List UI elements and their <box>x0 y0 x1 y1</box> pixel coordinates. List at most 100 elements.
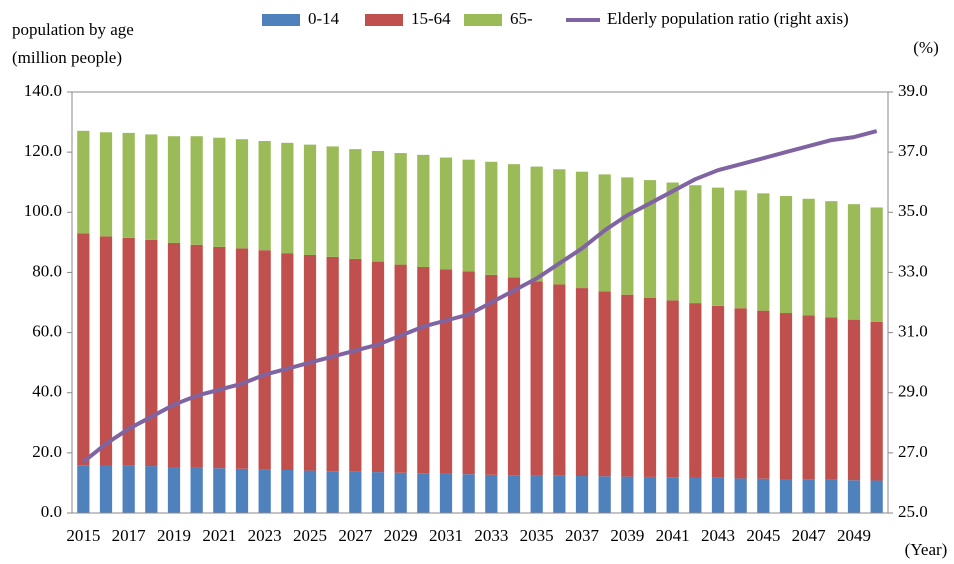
bar <box>553 475 566 513</box>
x-tick-label: 2023 <box>248 526 282 545</box>
bar <box>621 476 634 513</box>
bar <box>145 466 158 513</box>
bar <box>825 201 838 318</box>
bar <box>530 475 543 513</box>
bar <box>167 136 181 243</box>
y2-tick-label: 39.0 <box>898 81 928 100</box>
bar <box>77 130 90 234</box>
bar <box>779 313 793 480</box>
bar <box>825 479 838 513</box>
y2-tick-label: 25.0 <box>898 502 928 521</box>
bar <box>598 291 611 477</box>
y-tick-label: 120.0 <box>24 141 62 160</box>
x-tick-label: 2043 <box>701 526 735 545</box>
legend-label: 65- <box>510 9 533 28</box>
bar <box>507 277 521 476</box>
bar <box>371 150 385 262</box>
bar <box>235 248 249 469</box>
bar <box>553 169 566 285</box>
bar <box>689 303 702 478</box>
x-tick-label: 2045 <box>746 526 780 545</box>
y2-tick-label: 31.0 <box>898 321 928 340</box>
bar <box>870 207 883 322</box>
bar <box>575 476 589 513</box>
bar <box>621 294 634 477</box>
bar <box>734 308 747 479</box>
bar <box>847 319 861 481</box>
y2-tick-label: 27.0 <box>898 442 928 461</box>
y-tick-label: 0.0 <box>41 502 62 521</box>
bar <box>757 193 770 311</box>
bar <box>258 469 271 513</box>
bar <box>326 471 339 513</box>
bar <box>77 233 90 466</box>
bar <box>621 177 634 295</box>
bar <box>99 236 113 466</box>
bar <box>779 196 793 314</box>
y-axis-label: population by age <box>12 20 134 39</box>
bar <box>303 470 317 513</box>
legend-label: 15-64 <box>411 9 451 28</box>
bar <box>711 187 725 306</box>
bar <box>394 472 407 513</box>
bar <box>553 284 566 476</box>
bar <box>666 477 679 513</box>
bar <box>99 132 113 237</box>
y-tick-label: 80.0 <box>32 261 62 280</box>
bar <box>666 300 679 478</box>
bar <box>349 471 362 513</box>
bar <box>281 469 294 513</box>
bar <box>122 132 135 238</box>
bar <box>122 237 135 466</box>
bar <box>122 465 135 513</box>
bar <box>757 310 770 479</box>
legend-swatch <box>464 14 502 26</box>
x-tick-label: 2049 <box>837 526 871 545</box>
bar <box>258 250 271 470</box>
bar <box>757 478 770 513</box>
bar <box>689 185 702 304</box>
bar <box>847 480 861 513</box>
bar <box>462 474 475 513</box>
bar <box>462 159 475 272</box>
bar <box>485 274 498 475</box>
bar <box>213 468 226 513</box>
bar <box>371 472 385 513</box>
bar <box>485 474 498 513</box>
x-tick-label: 2019 <box>157 526 191 545</box>
bar <box>235 139 249 249</box>
bar <box>417 154 430 268</box>
bar <box>643 297 657 477</box>
x-tick-label: 2031 <box>429 526 463 545</box>
x-tick-label: 2017 <box>112 526 147 545</box>
bar <box>711 305 725 478</box>
bar <box>643 476 657 513</box>
bar <box>371 261 385 473</box>
x-tick-label: 2037 <box>565 526 600 545</box>
x-tick-label: 2041 <box>656 526 690 545</box>
x-tick-label: 2021 <box>202 526 236 545</box>
x-tick-label: 2039 <box>610 526 644 545</box>
bar <box>734 478 747 513</box>
bar <box>507 475 521 513</box>
y2-tick-label: 29.0 <box>898 382 928 401</box>
bar <box>349 149 362 259</box>
bar <box>802 315 815 480</box>
bar <box>99 465 113 513</box>
bar <box>530 281 543 476</box>
legend-label: Elderly population ratio (right axis) <box>607 9 849 28</box>
bar <box>734 190 747 309</box>
bar <box>825 317 838 480</box>
bar <box>167 466 181 513</box>
y-tick-label: 20.0 <box>32 442 62 461</box>
x-tick-label: 2047 <box>792 526 827 545</box>
bar <box>213 137 226 247</box>
x-tick-label: 2025 <box>293 526 327 545</box>
x-axis-label: (Year) <box>905 540 948 559</box>
y-axis-label: (million people) <box>12 48 122 67</box>
bar <box>235 468 249 513</box>
x-tick-label: 2035 <box>520 526 554 545</box>
bar <box>326 146 339 257</box>
bar <box>598 476 611 513</box>
